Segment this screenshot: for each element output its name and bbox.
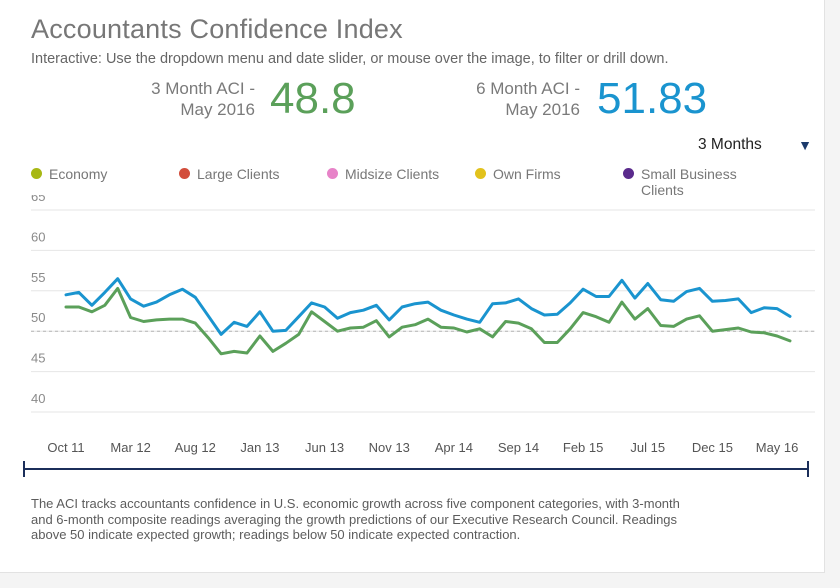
x-tick-label: Sep 14 [498, 440, 539, 455]
legend-label: Large Clients [197, 166, 280, 182]
aci-line-chart[interactable]: 65 60 55 50 45 40 Oct 11 Mar 12 Aug 12 Jan 13 Jun … [0, 195, 824, 485]
kpi-3month-label: 3 Month ACI - May 2016 [85, 78, 255, 120]
y-tick-label: 65 [31, 195, 45, 204]
x-tick-label: Jan 13 [240, 440, 279, 455]
legend-item-midsize-clients[interactable]: Midsize Clients [327, 166, 439, 182]
legend-dot-icon [475, 168, 486, 179]
legend-item-own-firms[interactable]: Own Firms [475, 166, 561, 182]
kpi-6month-value: 51.83 [597, 74, 708, 123]
legend-item-economy[interactable]: Economy [31, 166, 107, 182]
legend-item-small-business-clients[interactable]: Small Business Clients [623, 166, 748, 198]
x-tick-label: Jun 13 [305, 440, 344, 455]
legend-label: Economy [49, 166, 108, 182]
kpi-3month-label-line2: May 2016 [180, 100, 255, 119]
y-tick-label: 60 [31, 229, 45, 244]
series-line-1 [64, 286, 792, 356]
legend-label: Small Business Clients [641, 166, 737, 198]
page-title: Accountants Confidence Index [31, 14, 403, 44]
legend-label: Midsize Clients [345, 166, 440, 182]
legend-dot-icon [327, 168, 338, 179]
footer-description: The ACI tracks accountants confidence in… [31, 496, 680, 542]
y-tick-label: 55 [31, 270, 45, 285]
period-dropdown-value: 3 Months [698, 136, 762, 153]
kpi-6month-label-line1: 6 Month ACI - [476, 79, 580, 98]
series-line-0 [64, 277, 792, 336]
kpi-3month-value: 48.8 [270, 74, 356, 123]
kpi-6month-label: 6 Month ACI - May 2016 [410, 78, 580, 120]
aci-card: Accountants Confidence Index Interactive… [0, 0, 825, 573]
x-tick-label: Aug 12 [175, 440, 216, 455]
x-tick-label: May 16 [756, 440, 799, 455]
legend-dot-icon [179, 168, 190, 179]
kpi-3month-label-line1: 3 Month ACI - [151, 79, 255, 98]
triangle-down-icon[interactable]: ▼ [798, 137, 812, 153]
y-tick-label: 45 [31, 351, 45, 366]
period-dropdown[interactable]: 3 Months ▼ [694, 135, 816, 155]
page-subtitle: Interactive: Use the dropdown menu and d… [31, 51, 669, 67]
y-tick-label: 40 [31, 391, 45, 406]
legend-dot-icon [31, 168, 42, 179]
legend-dot-icon [623, 168, 634, 179]
x-tick-label: Dec 15 [692, 440, 733, 455]
x-tick-label: Jul 15 [630, 440, 665, 455]
legend-label: Own Firms [493, 166, 561, 182]
legend-item-large-clients[interactable]: Large Clients [179, 166, 280, 182]
x-tick-label: Oct 11 [47, 440, 84, 455]
x-tick-label: Feb 15 [563, 440, 603, 455]
y-tick-label: 50 [31, 310, 45, 325]
x-tick-label: Apr 14 [435, 440, 473, 455]
x-tick-label: Mar 12 [110, 440, 150, 455]
x-tick-label: Nov 13 [369, 440, 410, 455]
kpi-6month-label-line2: May 2016 [505, 100, 580, 119]
